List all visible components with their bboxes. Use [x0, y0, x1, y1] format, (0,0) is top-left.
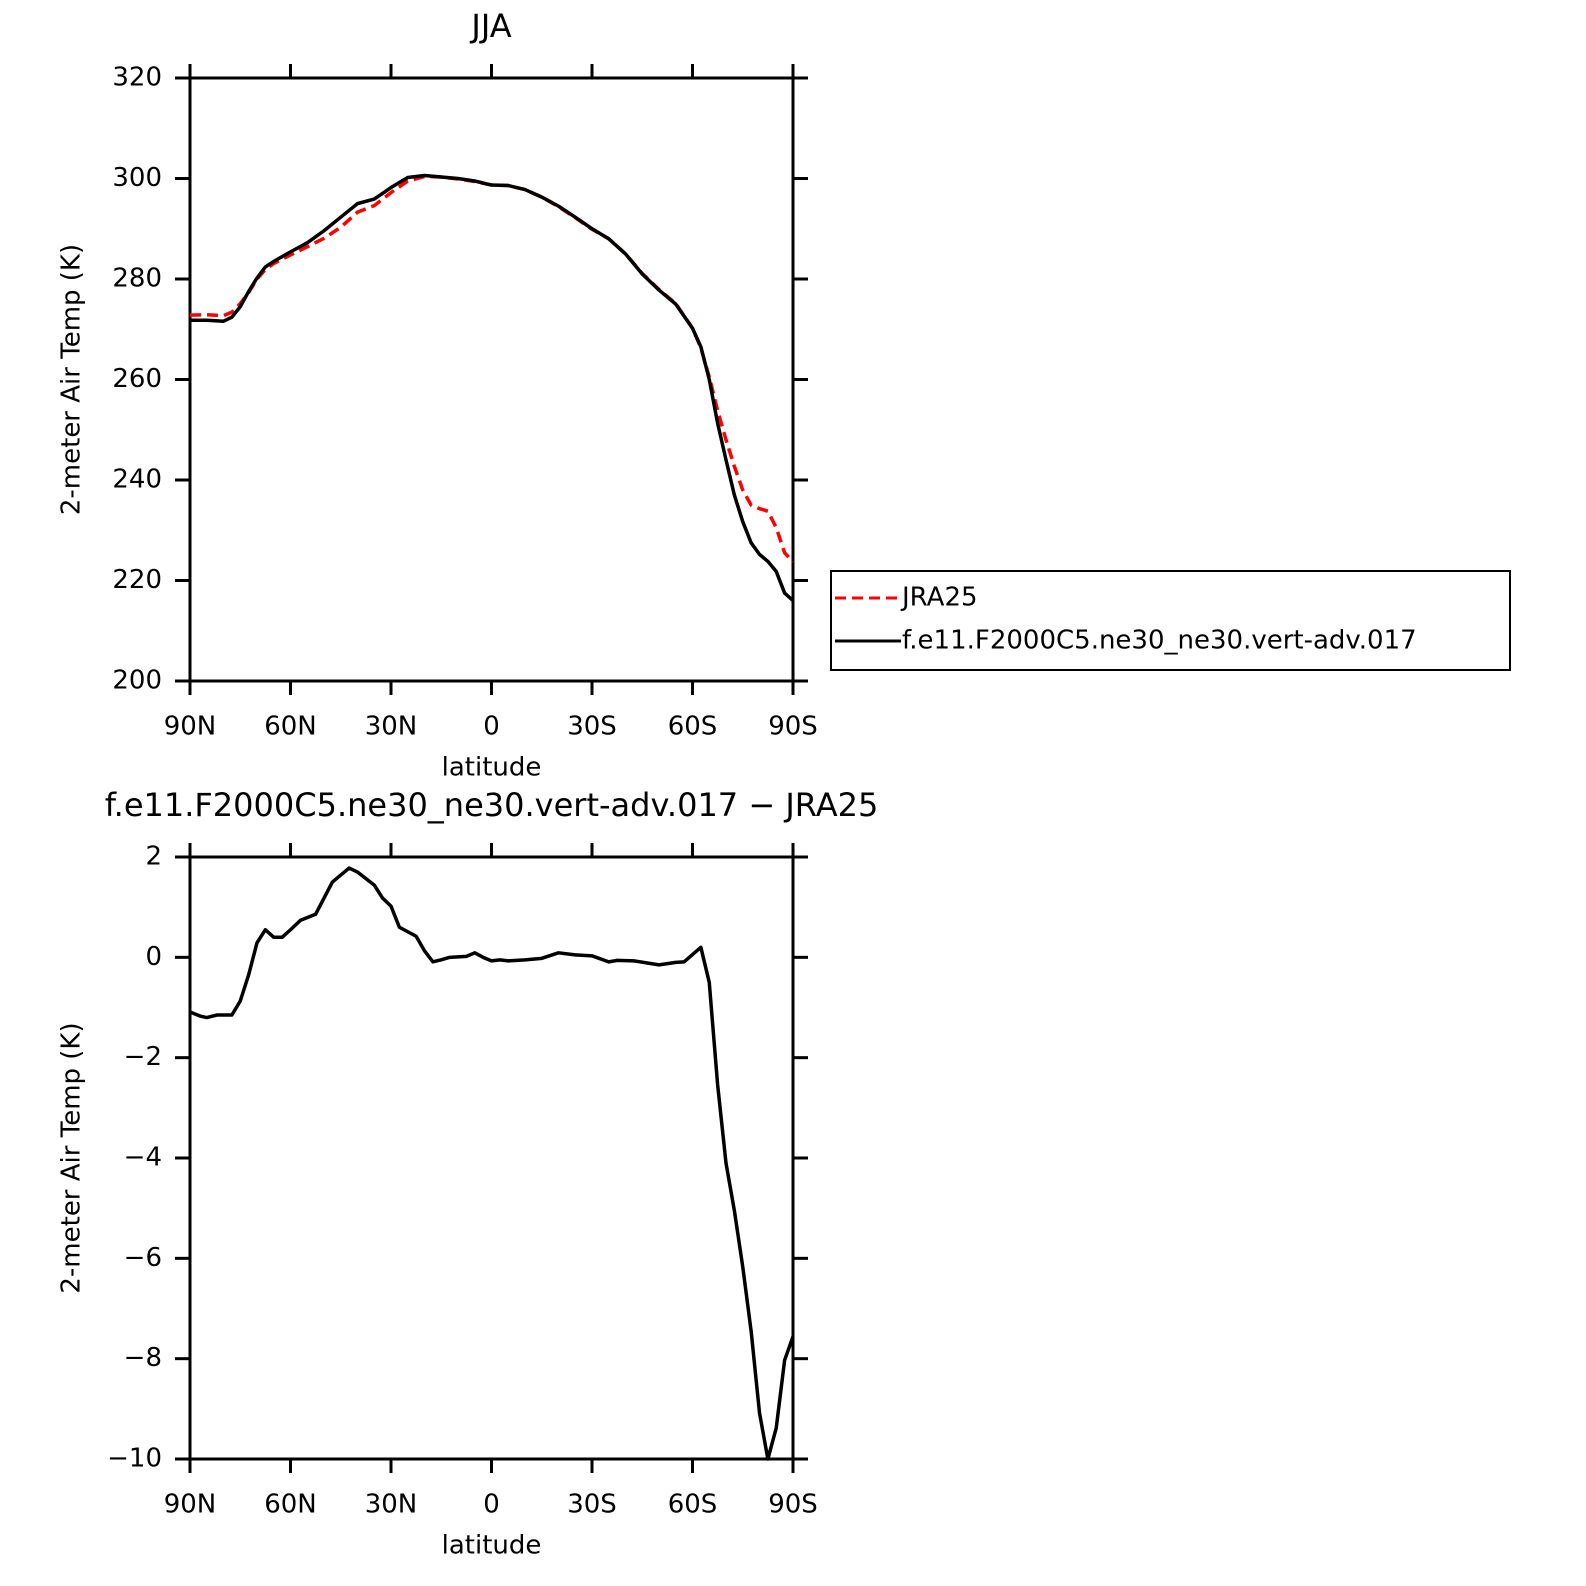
- y-tick-label: 2: [145, 842, 162, 872]
- chart-title: f.e11.F2000C5.ne30_ne30.vert-adv.017 − J…: [105, 786, 879, 824]
- y-tick-label: −8: [124, 1343, 162, 1373]
- y-tick-label: 200: [112, 666, 162, 696]
- data-line: [189, 174, 795, 564]
- y-tick-label: 300: [112, 163, 162, 193]
- x-tick-label: 60N: [264, 1490, 317, 1520]
- x-axis-label: latitude: [442, 1531, 542, 1561]
- x-tick-label: 60S: [668, 712, 718, 742]
- x-axis-label: latitude: [442, 753, 542, 783]
- x-tick-label: 90S: [768, 1490, 818, 1520]
- y-tick-label: −2: [124, 1042, 162, 1072]
- chart-title: JJA: [469, 7, 511, 45]
- legend-label: f.e11.F2000C5.ne30_ne30.vert-adv.017: [902, 626, 1417, 656]
- x-tick-label: 60N: [264, 712, 317, 742]
- y-tick-label: −10: [107, 1444, 162, 1474]
- plot-frame: [188, 76, 795, 683]
- y-tick-label: 220: [112, 565, 162, 595]
- x-tick-label: 90N: [164, 712, 217, 742]
- y-tick-label: 260: [112, 364, 162, 394]
- x-tick-label: 30S: [567, 712, 617, 742]
- y-tick-label: 240: [112, 465, 162, 495]
- y-tick-label: −6: [124, 1243, 162, 1273]
- legend-label: JRA25: [900, 583, 978, 613]
- x-tick-label: 90S: [768, 712, 818, 742]
- y-tick-label: 320: [112, 63, 162, 93]
- x-tick-label: 0: [483, 1490, 500, 1520]
- x-tick-label: 30N: [365, 1490, 418, 1520]
- y-axis-label: 2-meter Air Temp (K): [57, 1022, 87, 1293]
- y-axis-label: 2-meter Air Temp (K): [57, 244, 87, 515]
- x-tick-label: 60S: [668, 1490, 718, 1520]
- y-tick-label: 280: [112, 264, 162, 294]
- data-line: [189, 866, 795, 1461]
- y-tick-label: 0: [145, 942, 162, 972]
- x-tick-label: 90N: [164, 1490, 217, 1520]
- y-tick-label: −4: [124, 1143, 162, 1173]
- x-tick-label: 30N: [365, 712, 418, 742]
- x-tick-label: 0: [483, 712, 500, 742]
- data-line: [190, 173, 795, 602]
- legend-box: [830, 570, 1511, 671]
- x-tick-label: 30S: [567, 1490, 617, 1520]
